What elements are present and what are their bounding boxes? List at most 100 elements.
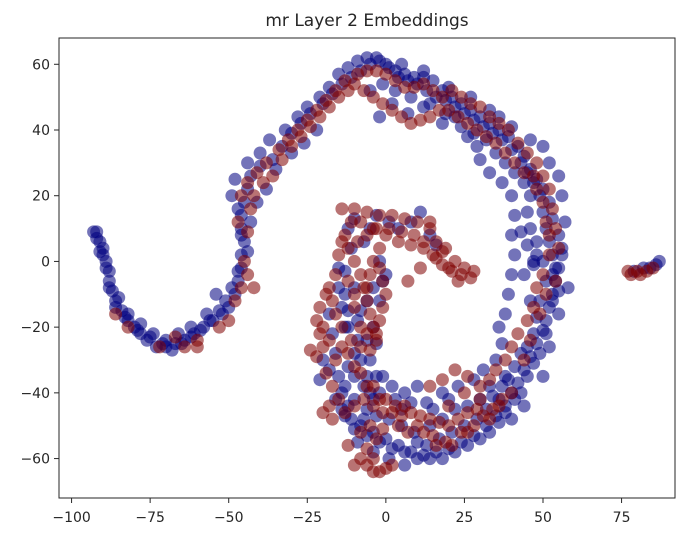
- scatter-point: [404, 116, 418, 130]
- scatter-point: [322, 333, 336, 347]
- scatter-point: [545, 202, 559, 216]
- scatter-point: [407, 70, 421, 84]
- scatter-point: [501, 287, 515, 301]
- scatter-point: [523, 222, 537, 236]
- x-axis: −100 −75 −50 −25 0 25 50 75: [52, 498, 630, 526]
- scatter-point: [325, 412, 339, 426]
- scatter-point: [552, 261, 566, 275]
- scatter-point: [492, 320, 506, 334]
- scatter-point: [109, 307, 123, 321]
- scatter-point: [483, 166, 497, 180]
- scatter-point: [347, 254, 361, 268]
- scatter-point: [231, 215, 245, 229]
- scatter-point: [341, 84, 355, 98]
- scatter-point: [542, 156, 556, 170]
- x-tick-label: 75: [613, 510, 631, 526]
- scatter-point: [332, 369, 346, 383]
- scatter-point: [341, 61, 355, 75]
- scatter-point: [435, 116, 449, 130]
- scatter-point: [508, 156, 522, 170]
- scatter-point: [536, 195, 550, 209]
- scatter-point: [533, 307, 547, 321]
- x-tick-label: 50: [534, 510, 552, 526]
- scatter-point: [313, 110, 327, 124]
- scatter-point: [483, 373, 497, 387]
- scatter-point: [344, 215, 358, 229]
- scatter-point: [401, 425, 415, 439]
- scatter-point: [341, 438, 355, 452]
- scatter-point: [322, 281, 336, 295]
- scatter-point: [369, 51, 383, 65]
- scatter-point: [385, 208, 399, 222]
- scatter-point: [168, 330, 182, 344]
- scatter-point: [498, 353, 512, 367]
- scatter-point: [533, 346, 547, 360]
- scatter-point: [470, 123, 484, 137]
- y-tick-label: 40: [32, 123, 50, 139]
- scatter-point: [391, 419, 405, 433]
- scatter-point: [520, 314, 534, 328]
- y-tick-label: 0: [41, 254, 50, 270]
- scatter-point: [388, 74, 402, 88]
- scatter-point: [445, 264, 459, 278]
- scatter-point: [382, 222, 396, 236]
- scatter-point: [93, 245, 107, 259]
- scatter-point: [473, 110, 487, 124]
- scatter-point: [369, 222, 383, 236]
- scatter-point: [423, 97, 437, 111]
- scatter-point: [385, 458, 399, 472]
- scatter-point: [451, 274, 465, 288]
- scatter-point: [316, 320, 330, 334]
- scatter-point: [351, 235, 365, 249]
- scatter-point: [332, 248, 346, 262]
- scatter-point: [225, 189, 239, 203]
- scatter-point: [498, 146, 512, 160]
- scatter-point: [303, 343, 317, 357]
- scatter-point: [508, 248, 522, 262]
- scatter-point: [423, 379, 437, 393]
- scatter-point: [244, 215, 258, 229]
- scatter-point: [102, 281, 116, 295]
- y-axis: −60 −40 −20 0 20 40 60: [20, 57, 59, 468]
- scatter-point: [413, 261, 427, 275]
- scatter-point: [178, 340, 192, 354]
- scatter-point: [398, 386, 412, 400]
- scatter-point: [329, 353, 343, 367]
- scatter-point: [363, 307, 377, 321]
- scatter-point: [461, 438, 475, 452]
- scatter-point: [404, 90, 418, 104]
- scatter-point: [203, 314, 217, 328]
- scatter-point: [335, 320, 349, 334]
- scatter-point: [517, 166, 531, 180]
- scatter-point: [501, 373, 515, 387]
- scatter-point: [385, 442, 399, 456]
- scatter-point: [244, 202, 258, 216]
- scatter-point: [231, 202, 245, 216]
- scatter-point: [379, 392, 393, 406]
- scatter-point: [445, 84, 459, 98]
- scatter-point: [222, 314, 236, 328]
- scatter-point: [366, 90, 380, 104]
- scatter-point: [489, 353, 503, 367]
- scatter-point: [530, 235, 544, 249]
- scatter-point: [373, 314, 387, 328]
- scatter-point: [413, 205, 427, 219]
- scatter-point: [520, 146, 534, 160]
- scatter-point: [505, 268, 519, 282]
- scatter-point: [294, 130, 308, 144]
- scatter-point: [379, 57, 393, 71]
- scatter-point: [432, 103, 446, 117]
- scatter-point: [250, 166, 264, 180]
- scatter-point: [442, 419, 456, 433]
- scatter-point: [241, 268, 255, 282]
- scatter-point: [360, 294, 374, 308]
- y-tick-label: −60: [20, 452, 50, 468]
- scatter-point: [461, 116, 475, 130]
- scatter-point: [398, 445, 412, 459]
- scatter-point: [410, 215, 424, 229]
- scatter-point: [363, 268, 377, 282]
- scatter-point: [530, 182, 544, 196]
- scatter-point: [385, 379, 399, 393]
- scatter-point: [329, 268, 343, 282]
- scatter-point: [241, 245, 255, 259]
